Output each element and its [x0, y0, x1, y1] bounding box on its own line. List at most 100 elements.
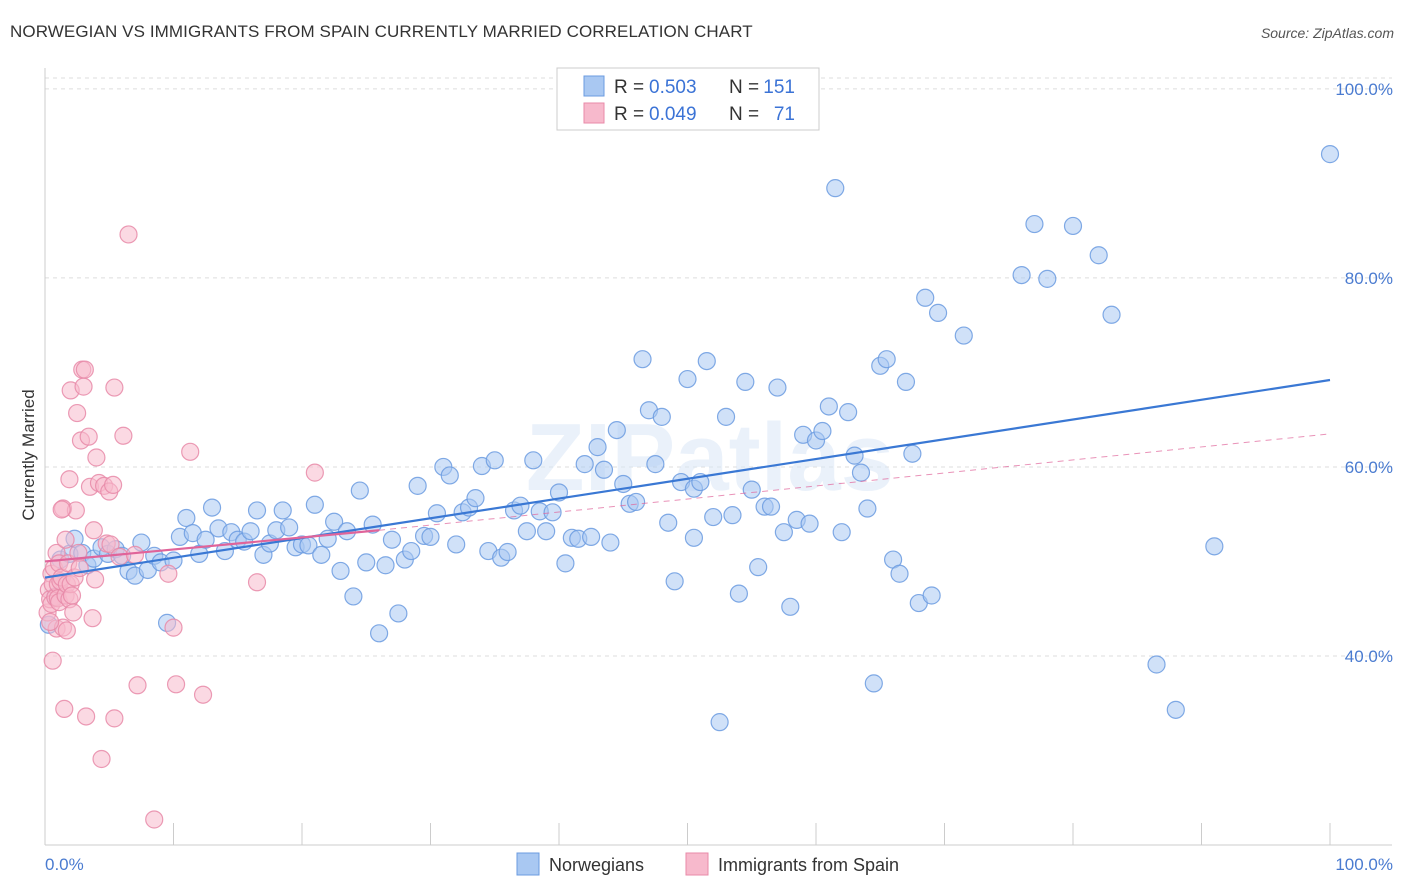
spain-point: [84, 521, 103, 540]
spain-point: [75, 360, 94, 379]
norwegian-point: [813, 421, 832, 441]
norwegian-point: [1166, 700, 1185, 719]
y-axis-label: Currently Married: [19, 389, 38, 520]
norwegian-point: [659, 513, 678, 532]
series-legend: Norwegians Immigrants from Spain: [516, 852, 899, 876]
norwegian-point: [832, 523, 851, 542]
norwegian-point: [736, 372, 755, 391]
norwegian-point: [800, 514, 819, 533]
grid-lines: [45, 77, 1392, 657]
norwegian-point: [376, 556, 395, 575]
spain-point: [68, 403, 87, 423]
n-label: N =: [729, 77, 759, 98]
norwegian-point: [781, 597, 800, 616]
norwegian-point: [357, 553, 376, 572]
norwegian-point: [575, 455, 594, 474]
spain-point: [79, 427, 98, 446]
spain-point: [77, 707, 96, 726]
norwegian-point: [729, 584, 749, 603]
norwegian-point: [896, 372, 916, 391]
norwegian-point: [646, 455, 665, 474]
norwegian-point: [704, 507, 723, 527]
norwegian-point: [678, 369, 697, 389]
norwegian-point: [839, 403, 858, 422]
norwegian-point: [1147, 655, 1166, 674]
r-value: 0.503: [649, 77, 697, 98]
spain-point: [125, 545, 145, 564]
norwegian-point: [594, 460, 614, 479]
norwegian-point: [177, 508, 196, 528]
norwegian-point: [826, 179, 845, 198]
norwegian-point: [742, 480, 761, 499]
data-points: [38, 145, 1340, 829]
norwegian-point: [241, 522, 260, 541]
norwegian-point: [344, 587, 363, 606]
spain-point: [41, 612, 60, 632]
norwegian-point: [331, 561, 350, 581]
norwegian-point: [524, 451, 543, 470]
norwegian-point: [723, 506, 742, 525]
norwegian-point: [196, 530, 215, 549]
norwegian-point: [922, 586, 941, 605]
norwegian-point: [325, 512, 344, 531]
source-label: Source: ZipAtlas.com: [1260, 25, 1394, 41]
spain-point: [83, 609, 102, 628]
norwegian-point: [202, 498, 222, 517]
norwegian-point: [537, 522, 556, 541]
stats-legend: R = 0.503 N = 151 R = 0.049 N = 71: [556, 67, 820, 131]
spain-trend-line-dashed: [379, 433, 1331, 531]
n-value: 151: [763, 77, 795, 98]
spain-point: [87, 448, 106, 467]
norwegian-point: [954, 326, 973, 345]
norwegian-point: [1320, 145, 1340, 164]
chart-title: NORWEGIAN VS IMMIGRANTS FROM SPAIN CURRE…: [10, 22, 753, 41]
norwegian-point: [877, 350, 896, 369]
norwegian-point: [851, 463, 871, 482]
spain-point: [57, 621, 76, 640]
norwegian-point: [447, 535, 466, 554]
norwegian-point: [633, 350, 652, 369]
norwegian-point: [556, 554, 575, 573]
norwegian-point: [1063, 216, 1083, 236]
norwegian-point: [582, 527, 601, 546]
norwegian-point: [549, 483, 569, 502]
y-tick-label: 40.0%: [1345, 647, 1393, 666]
spain-point: [119, 225, 138, 244]
spain-point: [145, 810, 164, 829]
spain-point: [74, 377, 93, 396]
norwegian-point: [485, 451, 504, 470]
norwegian-point: [588, 438, 607, 457]
norwegian-point: [408, 476, 427, 495]
norwegian-point: [774, 523, 793, 542]
r-value: 0.049: [649, 104, 697, 125]
norwegian-point: [607, 420, 626, 440]
norwegian-point: [1205, 537, 1224, 556]
norwegian-point: [312, 545, 331, 564]
norwegian-point: [370, 624, 389, 643]
spain-point: [101, 535, 120, 554]
x-tick-labels: 0.0% 100.0%: [45, 855, 1393, 874]
spain-point: [43, 651, 62, 670]
spain-point: [55, 699, 74, 719]
spain-point: [62, 586, 82, 605]
norwegian-point: [916, 288, 935, 307]
spain-point: [193, 685, 213, 704]
spain-point: [86, 570, 105, 589]
norwegian-point: [858, 499, 877, 518]
spain-point: [60, 470, 79, 489]
norwegian-point: [421, 527, 440, 546]
norwegian-point: [665, 572, 684, 591]
legend-swatch: [583, 102, 605, 124]
norwegian-point: [1089, 246, 1108, 265]
trend-lines: [44, 378, 1331, 579]
norwegian-point: [273, 501, 292, 520]
norwegian-point: [761, 497, 781, 516]
r-label: R =: [614, 77, 644, 98]
norwegian-point: [710, 713, 729, 732]
spain-point: [247, 573, 267, 592]
spain-point: [104, 475, 123, 495]
spain-point: [110, 547, 129, 566]
n-value: 71: [774, 104, 795, 125]
norwegian-point: [280, 518, 299, 537]
